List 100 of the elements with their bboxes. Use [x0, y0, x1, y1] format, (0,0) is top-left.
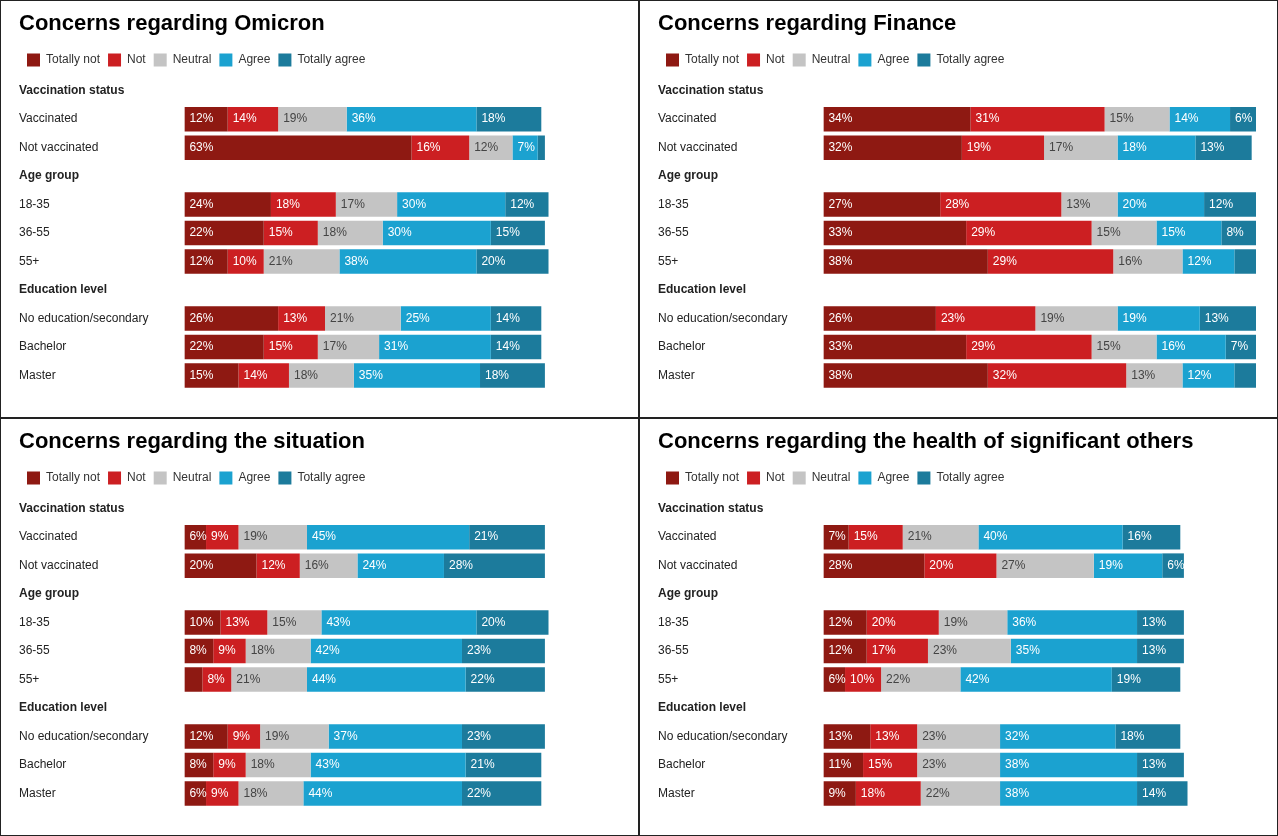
data-label: 8% — [189, 757, 208, 772]
bar — [303, 781, 462, 806]
bar — [823, 249, 988, 274]
bar — [978, 524, 1123, 550]
data-label: 15% — [1161, 225, 1186, 240]
data-label: 18% — [243, 785, 268, 800]
y-tick-label: Not vaccinated — [658, 139, 738, 154]
data-label: 15% — [1109, 111, 1134, 126]
y-tick-label: Age group — [19, 168, 79, 183]
data-label: 6% — [189, 529, 208, 544]
bar — [960, 667, 1112, 692]
data-label: 18% — [275, 196, 301, 211]
data-label: 20% — [929, 557, 954, 572]
data-label: 63% — [189, 139, 214, 154]
data-label: 23% — [466, 728, 492, 743]
data-label: 18% — [293, 367, 319, 382]
data-label: 8% — [207, 671, 226, 686]
data-label: 10% — [232, 253, 258, 268]
data-label: 29% — [992, 253, 1018, 268]
data-label: 9% — [211, 529, 229, 544]
data-label: 19% — [265, 728, 290, 743]
legend-label: Totally agree — [936, 470, 1005, 485]
data-label: 28% — [828, 557, 853, 572]
y-tick-label: 18-35 — [658, 614, 690, 629]
data-label: 35% — [1015, 643, 1041, 658]
data-label: 12% — [1209, 196, 1234, 211]
bar — [184, 363, 239, 388]
bar — [961, 135, 1045, 160]
data-label: 19% — [283, 111, 308, 126]
y-tick-label: 36-55 — [658, 643, 690, 658]
bar — [339, 249, 477, 274]
bar — [1111, 667, 1181, 692]
data-label: 30% — [387, 225, 413, 240]
bar — [476, 610, 549, 635]
data-label: 13% — [828, 728, 853, 743]
bar — [238, 524, 307, 550]
bar — [310, 638, 462, 664]
data-label: 22% — [189, 225, 214, 240]
bar — [917, 724, 1001, 749]
data-label: 33% — [828, 339, 853, 354]
legend-label: Agree — [877, 470, 910, 485]
bar — [823, 106, 971, 132]
data-label: 14% — [243, 367, 268, 382]
bar — [461, 724, 545, 749]
data-label: 20% — [481, 253, 506, 268]
bar — [823, 192, 941, 217]
data-label: 17% — [1049, 139, 1074, 154]
data-label: 12% — [510, 196, 535, 211]
data-label: 24% — [189, 196, 214, 211]
bar — [397, 192, 506, 217]
bar — [1234, 249, 1256, 274]
data-label: 18% — [481, 111, 506, 126]
data-label: 14% — [232, 111, 258, 126]
legend-label: Neutral — [172, 52, 212, 67]
bar — [1126, 363, 1183, 388]
bar — [1061, 192, 1118, 217]
y-tick-label: Master — [19, 785, 56, 800]
bar — [480, 363, 545, 388]
data-label: 15% — [868, 757, 893, 772]
bar — [1169, 106, 1231, 132]
bar — [288, 363, 354, 388]
data-label: 28% — [945, 196, 970, 211]
data-label: 32% — [828, 139, 853, 154]
bar — [379, 334, 491, 360]
data-label: 13% — [225, 614, 250, 629]
data-label: 27% — [828, 196, 853, 211]
data-label: 14% — [1174, 111, 1199, 126]
y-tick-label: 55+ — [658, 671, 679, 686]
bar — [866, 610, 939, 635]
data-label: 7% — [1230, 339, 1249, 354]
bar — [938, 610, 1008, 635]
bar — [184, 192, 271, 217]
bar — [987, 249, 1114, 274]
data-label: 19% — [1116, 671, 1142, 686]
y-tick-label: 18-35 — [19, 614, 51, 629]
data-label: 42% — [315, 643, 340, 658]
data-label: 20% — [1122, 196, 1147, 211]
data-label: 18% — [1122, 139, 1147, 154]
bar — [317, 334, 380, 360]
data-label: 13% — [1142, 643, 1167, 658]
bar — [461, 781, 542, 806]
data-label: 12% — [828, 643, 853, 658]
bar — [310, 752, 466, 778]
data-label: 21% — [268, 253, 294, 268]
data-label: 22% — [925, 785, 951, 800]
legend-label: Neutral — [811, 470, 851, 485]
bar — [1010, 638, 1138, 664]
data-label: 18% — [485, 367, 510, 382]
data-label: 6% — [828, 671, 847, 686]
bar — [238, 781, 304, 806]
y-tick-label: 18-35 — [658, 196, 690, 211]
y-tick-label: Master — [19, 367, 56, 382]
y-tick-label: Vaccination status — [658, 82, 764, 97]
bar — [935, 306, 1036, 331]
data-label: 19% — [1040, 310, 1065, 325]
data-label: 38% — [1005, 785, 1030, 800]
bar — [461, 638, 545, 664]
data-label: 13% — [1131, 367, 1156, 382]
bar — [299, 553, 358, 578]
data-label: 14% — [495, 339, 521, 354]
